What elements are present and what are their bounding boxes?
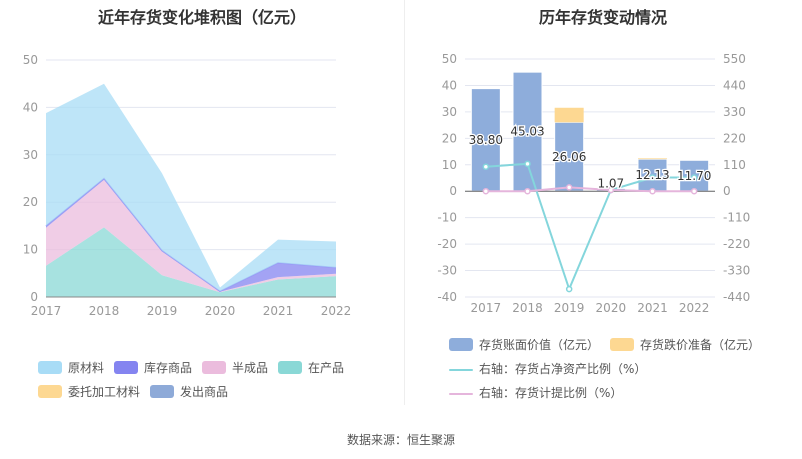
- y2-tick-label: -330: [723, 264, 750, 278]
- legend-label: 存货账面价值（亿元）: [479, 338, 600, 352]
- y-tick-label: 20: [23, 195, 38, 209]
- bar-provision: [554, 107, 584, 123]
- legend-weituo[interactable]: 委托加工材料: [38, 383, 140, 400]
- y2-tick-label: 220: [723, 131, 746, 145]
- line-point: [482, 163, 490, 170]
- right-chart-title: 历年存货变动情况: [538, 8, 667, 27]
- x-tick-label: 2017: [471, 301, 502, 315]
- y-tick-label: 30: [442, 105, 457, 119]
- x-tick-label: 2018: [89, 304, 120, 318]
- legend-banchengpin[interactable]: 半成品: [202, 359, 268, 376]
- x-tick-label: 2019: [147, 304, 178, 318]
- x-tick-label: 2019: [554, 301, 585, 315]
- line-point: [565, 285, 573, 293]
- y2-tick-label: 550: [723, 52, 746, 66]
- legend-book-value[interactable]: 存货账面价值（亿元）: [449, 336, 599, 353]
- legend-label: 右轴：存货占净资产比例（%）: [479, 362, 647, 376]
- y-tick-label: -40: [437, 290, 457, 304]
- line-series: [485, 186, 695, 193]
- y2-tick-label: 0: [723, 184, 731, 198]
- line-point: [565, 184, 573, 191]
- legend-yuancailiao[interactable]: 原材料: [38, 359, 104, 376]
- legend-label: 存货跌价准备（亿元）: [640, 338, 761, 352]
- line-point: [649, 174, 656, 181]
- y-tick-label: 0: [449, 184, 457, 198]
- y-tick-label: 10: [442, 158, 457, 172]
- y2-tick-label: -440: [723, 290, 750, 304]
- x-tick-label: 2018: [512, 301, 543, 315]
- legend-provision[interactable]: 存货跌价准备（亿元）: [610, 336, 760, 353]
- line-point: [690, 174, 698, 181]
- bar-value-label: 11.70: [677, 169, 711, 183]
- area-在产品: [46, 227, 336, 297]
- bar-value-label: 1.07: [597, 176, 624, 190]
- x-tick-label: 2022: [679, 301, 710, 315]
- x-tick-label: 2021: [637, 301, 668, 315]
- legend-zaichanpin[interactable]: 在产品: [278, 359, 344, 376]
- bar-value-label: 45.03: [510, 125, 544, 139]
- legend-label: 库存商品: [144, 361, 193, 375]
- y-tick-label: -30: [437, 264, 457, 278]
- bar-book-value: [512, 71, 543, 192]
- y-tick-label: 20: [442, 131, 457, 145]
- legend-label: 右轴：存货计提比例（%）: [479, 386, 623, 400]
- line-point: [524, 187, 531, 195]
- data-source: 数据来源：恒生聚源: [346, 433, 455, 447]
- y2-tick-label: 330: [723, 105, 746, 119]
- bar-book-value: [470, 88, 501, 192]
- divider: [404, 0, 405, 405]
- line-point: [482, 187, 490, 195]
- y-tick-label: -10: [437, 211, 457, 225]
- y2-tick-label: -220: [723, 237, 750, 251]
- legend-label: 委托加工材料: [68, 385, 141, 399]
- y-tick-label: 30: [23, 148, 38, 162]
- legend-ratio-line[interactable]: 右轴：存货占净资产比例（%）: [449, 360, 646, 377]
- bar-value-label: 38.80: [469, 133, 503, 147]
- line-point: [524, 160, 531, 168]
- y2-tick-label: 440: [723, 78, 746, 92]
- y2-tick-label: -110: [723, 211, 750, 225]
- x-tick-label: 2017: [31, 304, 62, 318]
- bar-provision: [638, 158, 667, 160]
- y-tick-label: 40: [23, 100, 38, 114]
- left-chart-title: 近年存货变化堆积图（亿元）: [97, 8, 306, 27]
- y-tick-label: 0: [30, 290, 38, 304]
- bar-value-label: 26.06: [552, 150, 586, 164]
- legend-provision-ratio-line[interactable]: 右轴：存货计提比例（%）: [449, 384, 622, 401]
- y-tick-label: 50: [23, 53, 38, 67]
- x-tick-label: 2020: [205, 304, 236, 318]
- legend-label: 发出商品: [180, 385, 229, 399]
- legend-fachu[interactable]: 发出商品: [150, 383, 228, 400]
- y-tick-label: -20: [437, 237, 457, 251]
- area-原材料: [46, 83, 336, 292]
- x-tick-label: 2020: [596, 301, 627, 315]
- legend-label: 半成品: [232, 361, 269, 375]
- line-point: [607, 186, 615, 194]
- x-tick-label: 2022: [321, 304, 352, 318]
- legend-kucun[interactable]: 库存商品: [114, 359, 192, 376]
- line-point: [649, 187, 656, 195]
- x-tick-label: 2021: [263, 304, 294, 318]
- y-tick-label: 40: [442, 78, 457, 92]
- y-tick-label: 50: [442, 52, 457, 66]
- line-series: [485, 162, 695, 292]
- legend-label: 在产品: [308, 361, 345, 375]
- line-point: [690, 187, 698, 195]
- area-半成品: [46, 179, 336, 293]
- bar-value-label: 12.13: [635, 168, 669, 182]
- y2-tick-label: 110: [723, 158, 746, 172]
- legend-label: 原材料: [68, 361, 105, 375]
- y-tick-label: 10: [23, 243, 38, 257]
